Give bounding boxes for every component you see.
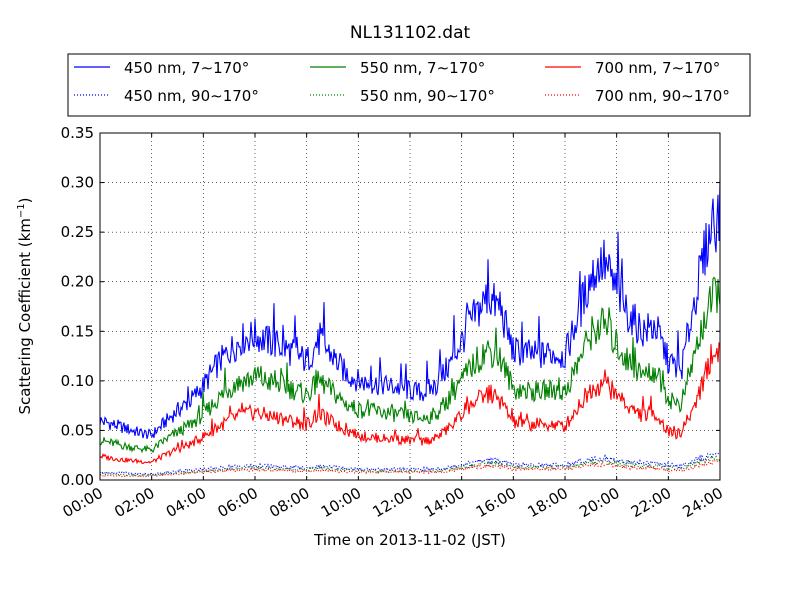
- x-axis-label: Time on 2013-11-02 (JST): [313, 531, 506, 549]
- legend-label: 550 nm, 7∼170°: [360, 59, 485, 77]
- y-tick-label: 0.15: [61, 322, 94, 340]
- y-axis-label: Scattering Coefficient (km−1): [16, 197, 34, 414]
- y-axis-label-main: Scattering Coefficient (km: [16, 218, 34, 414]
- y-tick-label: 0.00: [61, 471, 94, 489]
- legend-box: [67, 53, 751, 117]
- y-axis-label-sup: −1: [16, 203, 27, 218]
- plot-area: [99, 132, 721, 481]
- y-tick-label: 0.30: [61, 174, 94, 192]
- y-tick-label: 0.35: [61, 124, 94, 142]
- series-line-5: [99, 455, 721, 477]
- legend: 450 nm, 7∼170° 550 nm, 7∼170° 700 nm, 7∼17…: [67, 53, 751, 117]
- series-layer: [99, 180, 721, 478]
- series-line-3: [99, 341, 721, 465]
- y-tick-label: 0.05: [61, 421, 94, 439]
- legend-label: 450 nm, 7∼170°: [124, 59, 249, 77]
- y-tick-label: 0.25: [61, 223, 94, 241]
- axis-ticks: [99, 132, 721, 481]
- legend-label: 700 nm, 90∼170°: [595, 87, 730, 105]
- legend-label: 450 nm, 90∼170°: [124, 87, 259, 105]
- series-line-1: [99, 180, 721, 439]
- series-line-2: [99, 276, 721, 454]
- y-tick-label: 0.10: [61, 372, 94, 390]
- legend-label: 700 nm, 7∼170°: [595, 59, 720, 77]
- y-tick-labels: 0.00 0.05 0.10 0.15 0.20 0.25 0.30 0.35: [61, 124, 94, 489]
- chart-title: NL131102.dat: [350, 23, 471, 43]
- series-line-4: [99, 450, 721, 476]
- y-axis-label-tail: ): [16, 197, 34, 203]
- legend-label: 550 nm, 90∼170°: [360, 87, 495, 105]
- y-tick-label: 0.20: [61, 273, 94, 291]
- plot-background: [100, 133, 720, 480]
